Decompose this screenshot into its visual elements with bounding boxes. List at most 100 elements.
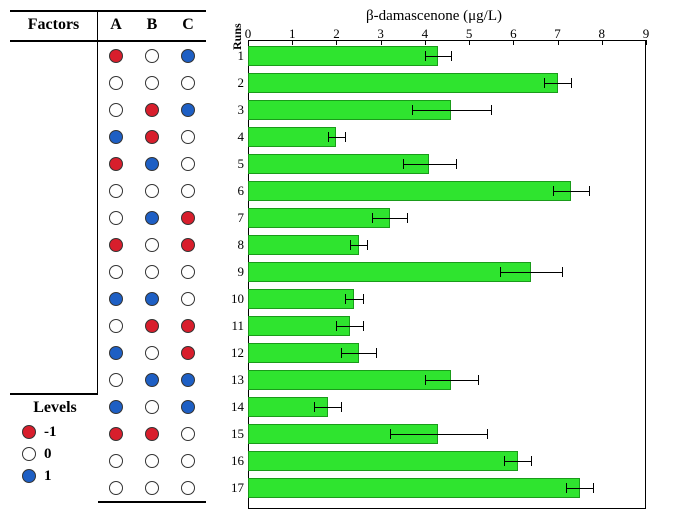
level-dot-icon (145, 265, 159, 279)
data-bar (248, 289, 354, 309)
chart-title: β-damascenone (μg/L) (210, 8, 658, 25)
error-cap (350, 240, 351, 250)
level-dot-icon (109, 346, 123, 360)
level-dot-icon (145, 292, 159, 306)
level-dot-icon (109, 130, 123, 144)
level-dot-icon (109, 481, 123, 495)
data-bar (248, 208, 390, 228)
legend-label: 0 (44, 446, 52, 463)
level-dot-icon (109, 400, 123, 414)
error-cap (589, 186, 590, 196)
factors-header-row: Factors A B C (10, 10, 206, 42)
error-cap (491, 105, 492, 115)
error-cap (403, 159, 404, 169)
run-label: 13 (224, 372, 244, 388)
error-bar (500, 272, 562, 273)
error-cap (425, 51, 426, 61)
error-cap (566, 483, 567, 493)
error-bar (412, 110, 492, 111)
level-dot-icon (109, 454, 123, 468)
factors-panel: Factors A B C Levels -101 (10, 10, 206, 503)
error-bar (372, 218, 407, 219)
error-bar (314, 407, 341, 408)
level-dot-icon (109, 292, 123, 306)
legend-dot-icon (22, 447, 36, 461)
bar-chart: β-damascenone (μg/L) Runs 01234567891234… (210, 10, 658, 519)
error-cap (314, 402, 315, 412)
error-cap (487, 429, 488, 439)
error-cap (345, 132, 346, 142)
legend-row: 0 (16, 443, 94, 465)
level-dot-icon (145, 481, 159, 495)
level-dot-icon (109, 373, 123, 387)
level-dot-icon (145, 319, 159, 333)
error-cap (451, 51, 452, 61)
level-dot-icon (109, 184, 123, 198)
figure-container: Factors A B C Levels -1 0 1 β-damascenone … (10, 10, 665, 519)
level-dot-icon (109, 211, 123, 225)
run-label: 6 (224, 183, 244, 199)
data-bar (248, 235, 359, 255)
level-dot-icon (145, 238, 159, 252)
level-dot-icon (181, 319, 195, 333)
run-label: 8 (224, 237, 244, 253)
level-dot-icon (145, 346, 159, 360)
error-cap (376, 348, 377, 358)
level-dot-icon (181, 211, 195, 225)
error-cap (407, 213, 408, 223)
data-bar (248, 262, 531, 282)
level-dot-icon (181, 49, 195, 63)
error-cap (504, 456, 505, 466)
run-label: 14 (224, 399, 244, 415)
factors-col-A: A (98, 12, 134, 42)
run-label: 5 (224, 156, 244, 172)
error-bar (425, 380, 478, 381)
level-dot-icon (145, 157, 159, 171)
error-bar (566, 488, 593, 489)
level-dot-icon (145, 373, 159, 387)
level-dot-icon (181, 427, 195, 441)
error-bar (425, 56, 452, 57)
factors-grid: Levels -101 (10, 42, 206, 503)
error-cap (571, 78, 572, 88)
error-bar (345, 299, 363, 300)
error-cap (372, 213, 373, 223)
level-dot-icon (109, 103, 123, 117)
run-label: 12 (224, 345, 244, 361)
error-cap (500, 267, 501, 277)
legend-label: -1 (44, 424, 57, 441)
data-bar (248, 451, 518, 471)
data-bar (248, 370, 451, 390)
level-dot-icon (109, 49, 123, 63)
level-dot-icon (109, 238, 123, 252)
data-bar (248, 73, 558, 93)
data-bar (248, 316, 350, 336)
run-label: 16 (224, 453, 244, 469)
level-dot-icon (145, 184, 159, 198)
level-dot-icon (109, 157, 123, 171)
factor-column-C (170, 42, 206, 503)
run-label: 9 (224, 264, 244, 280)
factors-col-B: B (134, 12, 170, 42)
error-cap (390, 429, 391, 439)
levels-title: Levels (16, 399, 94, 417)
level-dot-icon (181, 292, 195, 306)
error-cap (367, 240, 368, 250)
data-bar (248, 46, 438, 66)
level-dot-icon (145, 130, 159, 144)
error-bar (336, 326, 363, 327)
level-dot-icon (181, 76, 195, 90)
error-cap (336, 321, 337, 331)
run-label: 1 (224, 48, 244, 64)
level-dot-icon (181, 184, 195, 198)
level-dot-icon (181, 400, 195, 414)
error-cap (553, 186, 554, 196)
level-dot-icon (181, 481, 195, 495)
level-dot-icon (145, 400, 159, 414)
legend-row: -1 (16, 421, 94, 443)
run-label: 10 (224, 291, 244, 307)
error-cap (341, 402, 342, 412)
error-cap (593, 483, 594, 493)
level-dot-icon (109, 427, 123, 441)
run-label: 7 (224, 210, 244, 226)
